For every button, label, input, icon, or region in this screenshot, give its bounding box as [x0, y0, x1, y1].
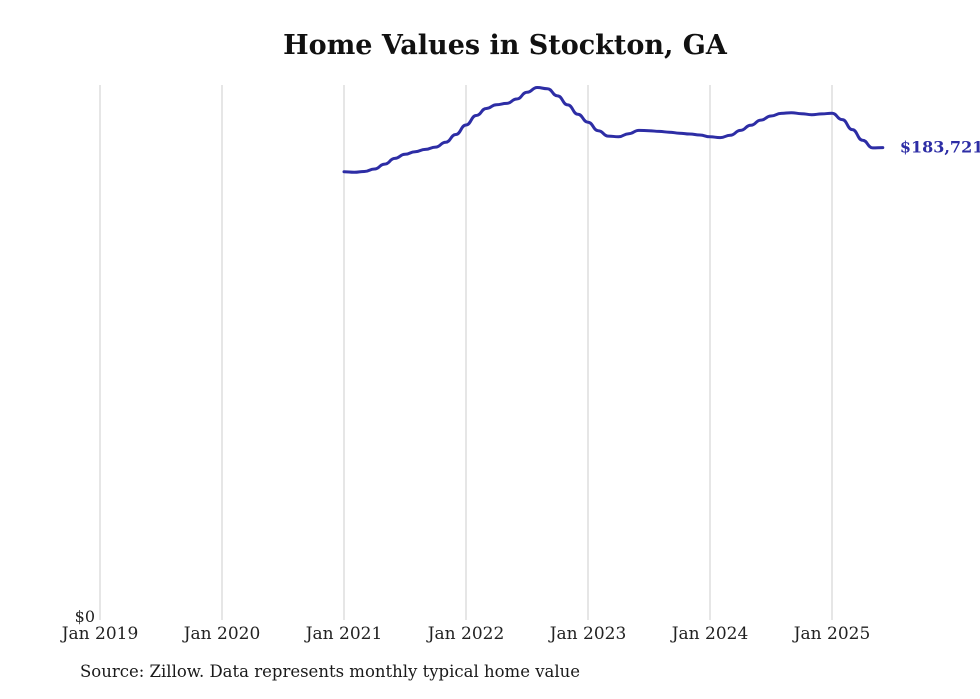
x-tick-label: Jan 2023 — [548, 624, 627, 644]
chart-title: Home Values in Stockton, GA — [283, 30, 727, 61]
home-value-line — [342, 86, 885, 174]
y-zero-label: $0 — [75, 607, 95, 626]
source-note: Source: Zillow. Data represents monthly … — [80, 662, 581, 681]
x-tick-label: Jan 2020 — [182, 624, 261, 644]
x-tick-label: Jan 2022 — [426, 624, 505, 644]
end-value-label: $183,721 — [900, 138, 980, 157]
x-tick-label: Jan 2024 — [670, 624, 749, 644]
x-tick-label: Jan 2021 — [304, 624, 383, 644]
x-tick-label: Jan 2025 — [792, 624, 871, 644]
x-tick-label: Jan 2019 — [60, 624, 139, 644]
